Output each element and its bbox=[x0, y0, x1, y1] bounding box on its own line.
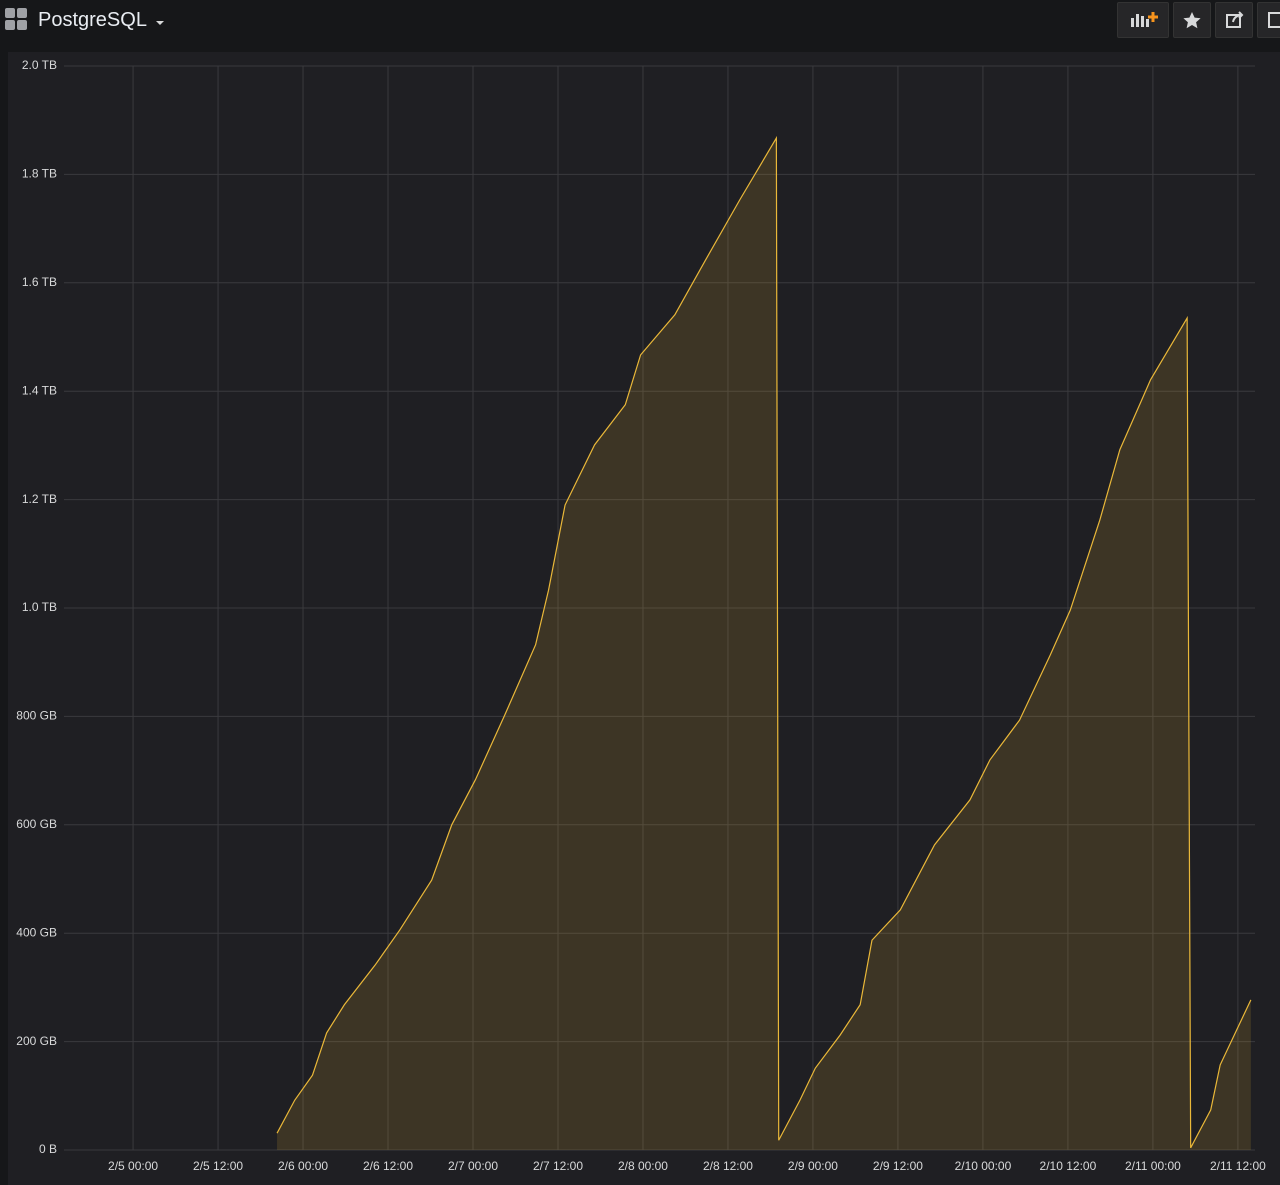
add-panel-button[interactable] bbox=[1117, 2, 1169, 38]
x-tick-label: 2/9 12:00 bbox=[873, 1159, 923, 1173]
share-icon bbox=[1226, 11, 1244, 28]
x-tick-label: 2/5 12:00 bbox=[193, 1159, 243, 1173]
y-tick-label: 1.2 TB bbox=[22, 492, 57, 506]
y-tick-label: 0 B bbox=[39, 1142, 57, 1156]
x-tick-label: 2/9 00:00 bbox=[788, 1159, 838, 1173]
dashboard-icon bbox=[5, 8, 27, 30]
y-tick-label: 1.8 TB bbox=[22, 167, 57, 181]
y-tick-label: 200 GB bbox=[16, 1034, 57, 1048]
star-button[interactable] bbox=[1173, 2, 1211, 38]
x-tick-label: 2/11 00:00 bbox=[1125, 1159, 1181, 1173]
y-tick-label: 800 GB bbox=[16, 709, 57, 723]
x-tick-label: 2/6 00:00 bbox=[278, 1159, 328, 1173]
y-tick-label: 400 GB bbox=[16, 925, 57, 939]
x-tick-label: 2/10 00:00 bbox=[955, 1159, 1012, 1173]
x-tick-label: 2/7 12:00 bbox=[533, 1159, 583, 1173]
add-panel-icon bbox=[1131, 12, 1158, 27]
save-button[interactable] bbox=[1257, 2, 1280, 38]
dropdown-caret[interactable] bbox=[155, 18, 165, 28]
area-fill bbox=[277, 138, 1251, 1150]
x-tick-label: 2/5 00:00 bbox=[108, 1159, 158, 1173]
x-tick-label: 2/10 12:00 bbox=[1040, 1159, 1097, 1173]
x-tick-label: 2/11 12:00 bbox=[1210, 1159, 1266, 1173]
x-tick-label: 2/7 00:00 bbox=[448, 1159, 498, 1173]
share-button[interactable] bbox=[1215, 2, 1253, 38]
star-icon bbox=[1183, 12, 1201, 29]
x-tick-label: 2/6 12:00 bbox=[363, 1159, 413, 1173]
y-tick-label: 1.0 TB bbox=[22, 600, 57, 614]
save-icon bbox=[1268, 12, 1280, 28]
dashboard-title[interactable]: PostgreSQL bbox=[38, 9, 147, 31]
x-tick-label: 2/8 12:00 bbox=[703, 1159, 753, 1173]
x-tick-label: 2/8 00:00 bbox=[618, 1159, 668, 1173]
y-tick-label: 1.4 TB bbox=[22, 383, 57, 397]
y-tick-label: 600 GB bbox=[16, 817, 57, 831]
series-line bbox=[276, 135, 1252, 1149]
y-tick-label: 1.6 TB bbox=[22, 275, 57, 289]
top-bar: PostgreSQL bbox=[0, 0, 1280, 48]
y-tick-label: 2.0 TB bbox=[22, 58, 57, 72]
